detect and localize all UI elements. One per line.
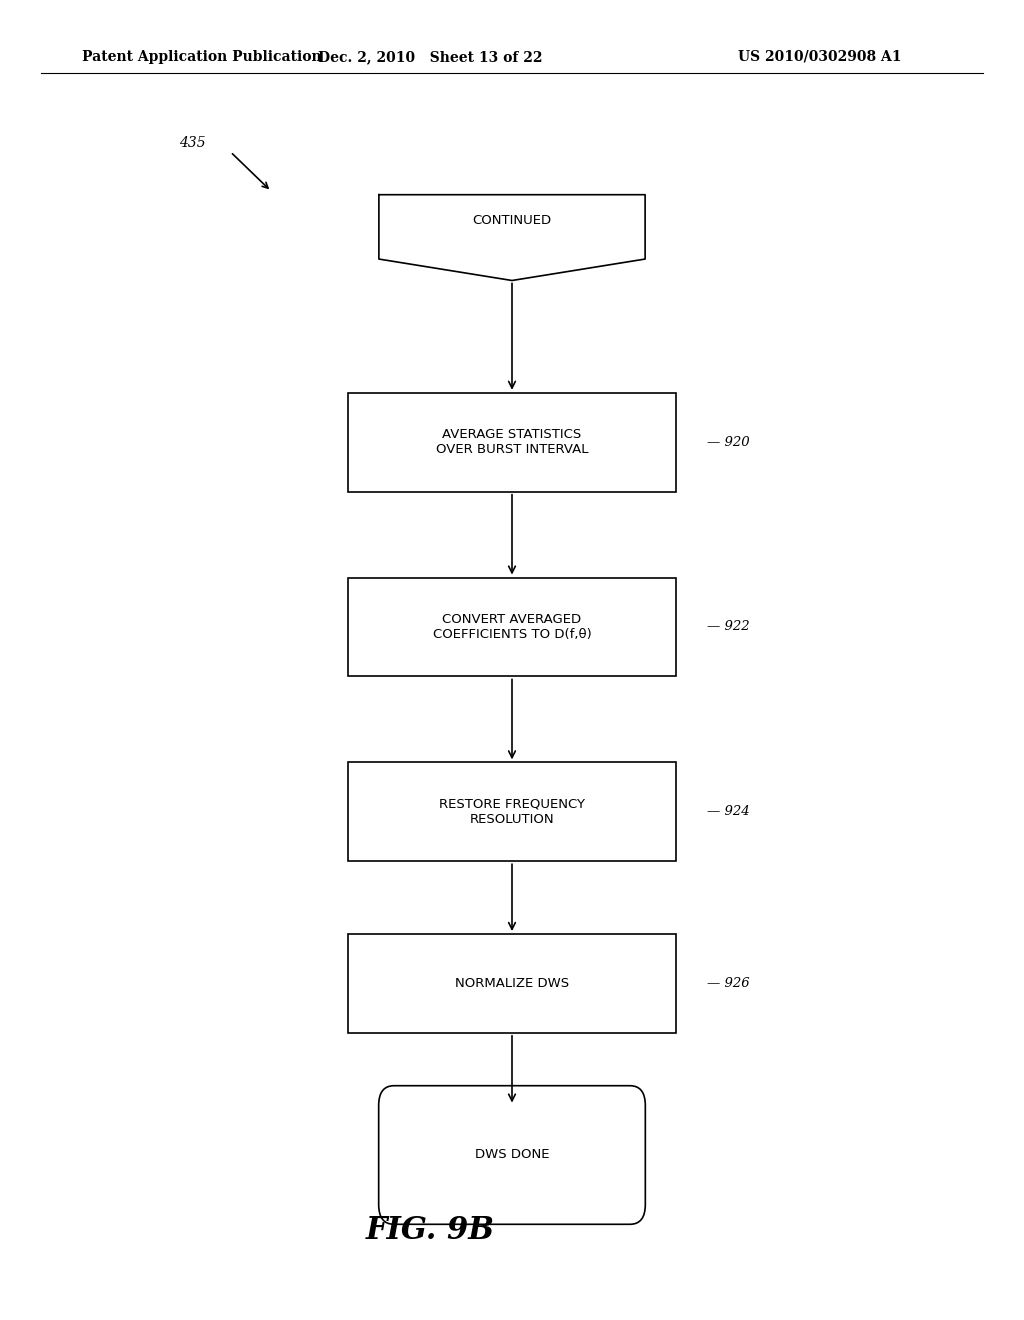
Text: US 2010/0302908 A1: US 2010/0302908 A1 [737,50,901,63]
Text: — 926: — 926 [707,977,750,990]
Text: FIG. 9B: FIG. 9B [366,1214,495,1246]
Text: Dec. 2, 2010   Sheet 13 of 22: Dec. 2, 2010 Sheet 13 of 22 [317,50,543,63]
FancyBboxPatch shape [348,578,676,676]
Text: AVERAGE STATISTICS
OVER BURST INTERVAL: AVERAGE STATISTICS OVER BURST INTERVAL [436,428,588,457]
FancyBboxPatch shape [348,935,676,1032]
Text: CONVERT AVERAGED
COEFFICIENTS TO D(f,θ): CONVERT AVERAGED COEFFICIENTS TO D(f,θ) [432,612,592,642]
FancyBboxPatch shape [379,1085,645,1225]
Text: DWS DONE: DWS DONE [475,1148,549,1162]
Text: — 924: — 924 [707,805,750,818]
Text: NORMALIZE DWS: NORMALIZE DWS [455,977,569,990]
Text: RESTORE FREQUENCY
RESOLUTION: RESTORE FREQUENCY RESOLUTION [439,797,585,826]
FancyBboxPatch shape [348,762,676,861]
Text: 435: 435 [179,136,206,149]
FancyBboxPatch shape [348,393,676,491]
Text: — 922: — 922 [707,620,750,634]
Text: — 920: — 920 [707,436,750,449]
Text: Patent Application Publication: Patent Application Publication [82,50,322,63]
Text: CONTINUED: CONTINUED [472,214,552,227]
